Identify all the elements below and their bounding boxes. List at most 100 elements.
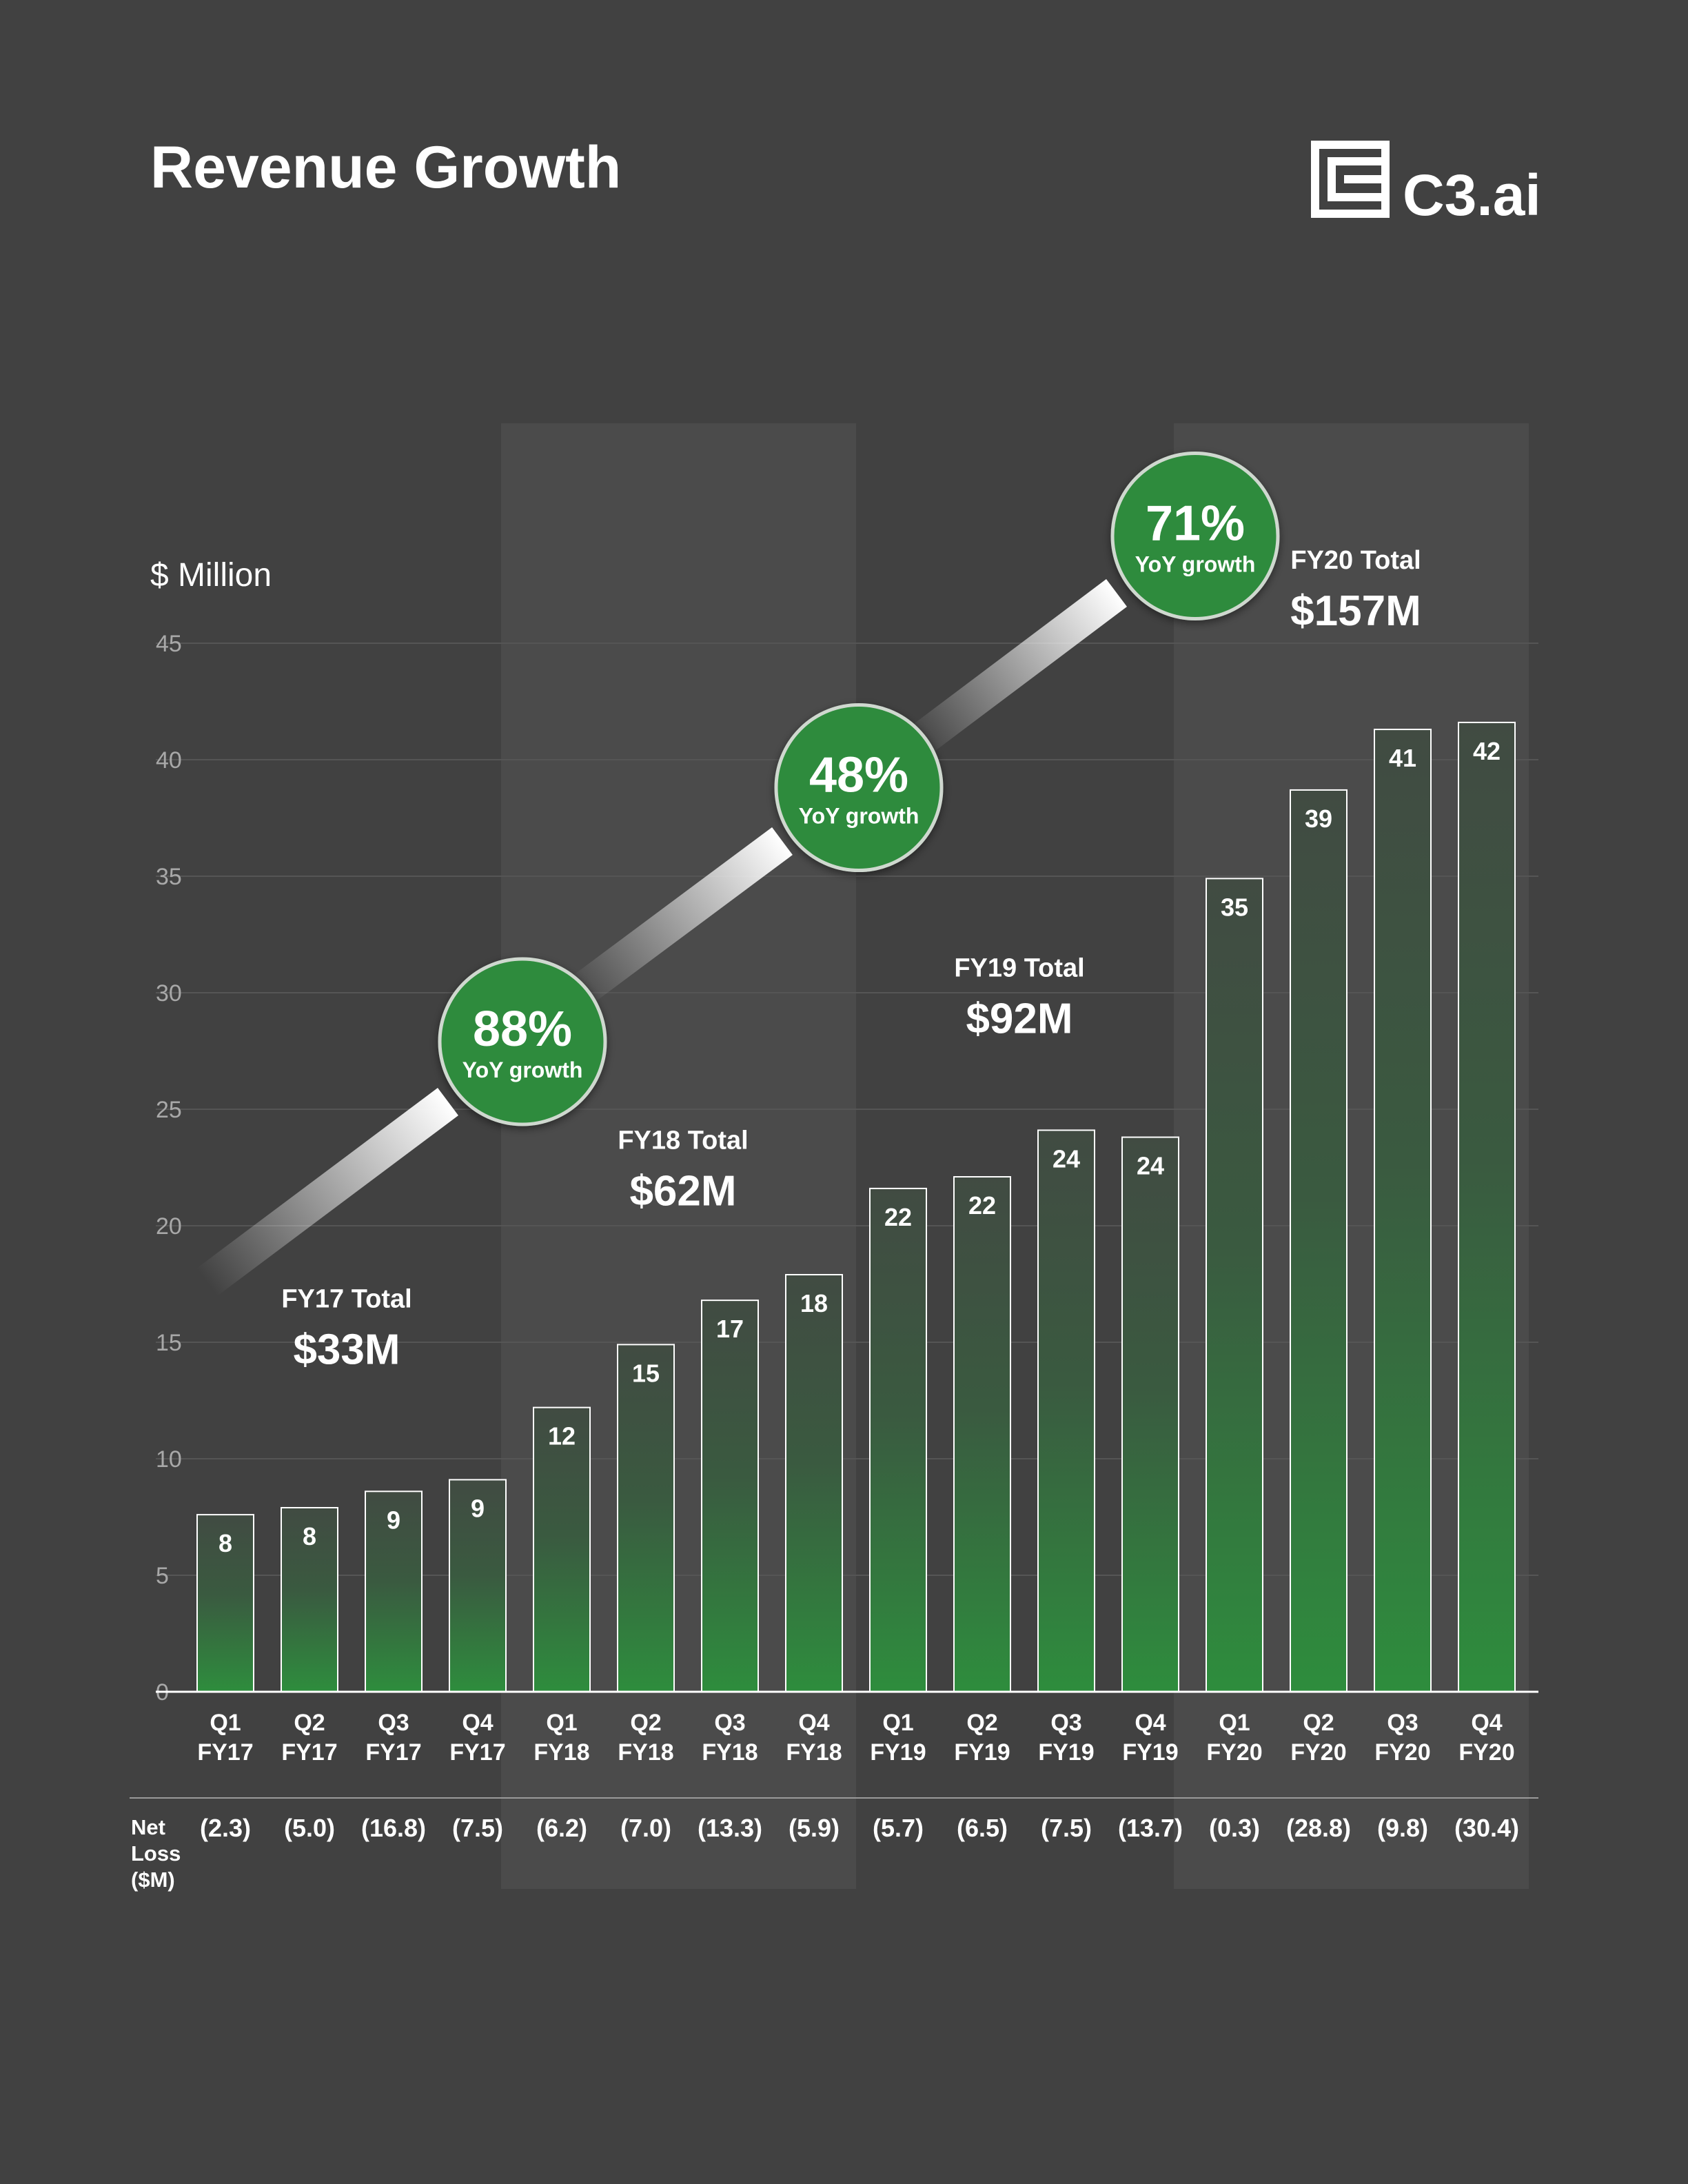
bar-q4-fy18 [785,1273,843,1692]
logo-text: C3.ai [1403,163,1541,228]
x-tick-quarter: Q3 [1387,1710,1418,1736]
net-loss-value: (5.7) [873,1814,924,1842]
bar-q4-fy17 [449,1479,507,1692]
c3ai-logo-mark [1311,141,1390,218]
x-tick-quarter: Q1 [882,1710,913,1736]
y-axis-label: $ Million [150,557,272,594]
x-tick-fiscal-year: FY19 [870,1739,926,1766]
net-loss-value: (13.7) [1118,1814,1183,1842]
net-loss-value: (7.0) [620,1814,671,1842]
growth-arrow-3 [906,579,1128,757]
net-loss-value: (7.5) [452,1814,503,1842]
yoy-badge-percent: 71% [1146,496,1245,552]
yoy-badge: 88%YoY growth [438,957,607,1126]
x-tick-quarter: Q1 [210,1710,241,1736]
bar-q3-fy20 [1374,729,1432,1692]
fiscal-total-value: $33M [293,1326,400,1373]
bar-q4-fy20 [1458,721,1516,1692]
y-tick-label: 15 [156,1330,182,1356]
growth-arrows [196,579,1128,1297]
net-loss-value: (5.9) [789,1814,840,1842]
x-tick-fiscal-year: FY19 [1038,1739,1094,1766]
x-tick-fiscal-year: FY20 [1206,1739,1262,1766]
bar-q1-fy18 [533,1406,591,1692]
net-loss-value: (7.5) [1041,1814,1092,1842]
bar-value-label: 41 [1389,744,1416,772]
net-loss-value: (6.5) [957,1814,1008,1842]
bar-series: 8 8 9 9 12 15 17 18 22 22 24 24 35 39 41 42 [196,721,1516,1693]
yoy-badge-circle [438,957,607,1126]
bar-value-label: 24 [1137,1152,1164,1180]
y-tick-label: 5 [156,1563,169,1589]
c3ai-logo: C3.ai [1311,141,1541,228]
x-tick-fiscal-year: FY18 [786,1739,842,1766]
bar-q4-fy19 [1121,1136,1179,1693]
growth-arrow-2 [570,827,793,1006]
x-tick-fiscal-year: FY19 [1122,1739,1178,1766]
yoy-badge: 71%YoY growth [1110,452,1280,621]
y-tick-label: 30 [156,980,182,1007]
fiscal-total-label: FY19 Total [954,953,1084,982]
growth-arrow-1 [196,1087,458,1297]
x-tick-quarter: Q4 [798,1710,829,1736]
net-loss-label: Net [131,1815,165,1839]
fiscal-total-label: FY17 Total [281,1284,411,1313]
bar-value-label: 8 [218,1529,232,1557]
net-loss-value: (2.3) [200,1814,251,1842]
bar-value-label: 17 [716,1315,744,1343]
fiscal-total-value: $92M [966,995,1072,1042]
bar-q1-fy19 [869,1187,927,1693]
yoy-badge-percent: 88% [473,1002,572,1057]
net-loss-value: (6.2) [536,1814,587,1842]
yoy-badge-percent: 48% [809,748,908,803]
y-tick-label: 35 [156,864,182,890]
y-axis: $ Million051015202530354045 [150,557,272,1706]
fiscal-total-value: $157M [1290,587,1421,635]
x-tick-quarter: Q4 [462,1710,493,1736]
fiscal-total-label: FY20 Total [1290,546,1421,575]
x-tick-quarter: Q2 [630,1710,661,1736]
x-tick-quarter: Q3 [378,1710,409,1736]
x-tick-quarter: Q2 [1303,1710,1334,1736]
x-tick-quarter: Q3 [714,1710,745,1736]
x-tick-fiscal-year: FY20 [1290,1739,1346,1766]
fiscal-total-value: $62M [629,1167,736,1215]
x-tick-fiscal-year: FY18 [702,1739,757,1766]
bar-value-label: 15 [632,1359,660,1387]
x-tick-quarter: Q2 [294,1710,325,1736]
net-loss-value: (5.0) [284,1814,335,1842]
net-loss-label: ($M) [131,1868,175,1892]
fiscal-total-label: FY18 Total [618,1126,748,1155]
x-tick-quarter: Q4 [1471,1710,1502,1736]
bar-q2-fy17 [281,1506,338,1692]
net-loss-value: (30.4) [1454,1814,1519,1842]
bar-q1-fy20 [1206,878,1263,1692]
bar-q3-fy19 [1037,1129,1095,1693]
bar-value-label: 24 [1053,1144,1080,1173]
x-tick-fiscal-year: FY17 [197,1739,253,1766]
net-loss-label: Loss [131,1841,181,1866]
bar-value-label: 8 [303,1522,316,1550]
x-tick-fiscal-year: FY17 [449,1739,505,1766]
bar-value-label: 9 [471,1494,485,1522]
fiscal-year-totals: FY17 Total $33M FY18 Total $62M FY19 Total $9… [281,546,1421,1373]
x-tick-quarter: Q3 [1050,1710,1081,1736]
yoy-badge-caption: YoY growth [462,1058,583,1082]
y-tick-label: 20 [156,1213,182,1240]
yoy-badge-circle [774,703,944,873]
bar-q2-fy18 [617,1344,675,1692]
bar-value-label: 22 [884,1203,912,1231]
bar-value-label: 18 [800,1289,828,1317]
net-loss-value: (16.8) [361,1814,426,1842]
x-tick-fiscal-year: FY20 [1458,1739,1514,1766]
x-tick-quarter: Q2 [966,1710,997,1736]
y-tick-label: 40 [156,747,182,774]
x-tick-fiscal-year: FY17 [281,1739,337,1766]
x-tick-fiscal-year: FY18 [533,1739,589,1766]
x-tick-fiscal-year: FY18 [618,1739,673,1766]
yoy-badge: 48%YoY growth [774,703,944,873]
